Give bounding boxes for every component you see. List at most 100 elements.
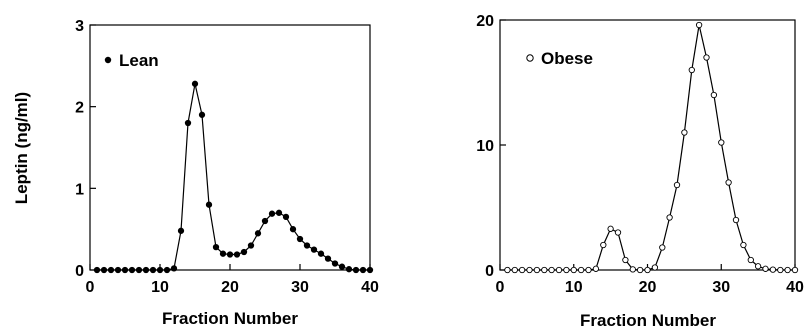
data-point-lean	[317, 250, 325, 257]
data-point-lean	[275, 209, 283, 216]
data-point-obese	[666, 214, 673, 221]
data-point-obese	[710, 91, 718, 99]
data-point-lean	[107, 266, 115, 274]
x-tick-label-obese: 30	[712, 279, 730, 296]
x-tick-label-obese: 10	[565, 279, 583, 296]
data-point-obese	[570, 266, 577, 274]
data-point-lean	[233, 251, 241, 258]
data-point-obese	[762, 265, 769, 272]
x-ticks-obese: 0 10 20 30 40	[496, 264, 804, 296]
data-point-obese	[607, 225, 614, 232]
y-tick-label-lean: 2	[75, 100, 84, 117]
data-point-lean	[163, 266, 171, 274]
data-point-lean	[366, 266, 374, 274]
x-tick-label-obese: 0	[496, 279, 505, 296]
data-point-obese	[703, 54, 710, 61]
data-point-obese	[592, 265, 600, 272]
data-point-lean	[212, 243, 220, 251]
data-point-obese	[754, 263, 762, 270]
data-point-lean	[128, 266, 136, 274]
data-point-lean	[93, 266, 101, 274]
data-point-lean	[261, 217, 269, 225]
data-point-lean	[247, 242, 255, 249]
data-point-lean	[282, 213, 290, 221]
data-point-obese	[511, 266, 518, 274]
series-line-obese	[507, 24, 795, 271]
data-point-obese	[636, 266, 644, 274]
y-tick-label-obese: 10	[476, 138, 494, 155]
series-lean	[93, 80, 374, 274]
x-axis-title-obese: Fraction Number	[580, 311, 716, 330]
panel-lean: 0 1 2 3 0 10 20 30 40 Leptin (ng/ml) Fraction N…	[12, 18, 379, 328]
data-point-obese	[732, 216, 740, 224]
data-point-lean	[324, 255, 332, 262]
data-point-lean	[135, 266, 143, 274]
data-point-obese	[563, 266, 570, 274]
legend-marker-lean	[104, 56, 112, 64]
data-point-obese	[644, 266, 651, 274]
data-point-obese	[740, 241, 747, 249]
y-axis-title-lean: Leptin (ng/ml)	[12, 92, 31, 204]
data-point-obese	[659, 244, 666, 251]
x-tick-label-lean: 0	[86, 279, 95, 296]
y-tick-label-obese: 20	[476, 13, 494, 30]
y-tick-label-lean: 0	[75, 263, 84, 280]
data-point-obese	[777, 266, 784, 274]
data-point-lean	[121, 266, 129, 274]
data-point-lean	[338, 263, 346, 270]
y-tick-label-obese: 0	[485, 263, 494, 280]
data-point-obese	[622, 256, 629, 264]
x-tick-label-obese: 20	[639, 279, 657, 296]
data-point-lean	[254, 230, 262, 237]
x-axis-title-lean: Fraction Number	[162, 309, 298, 328]
data-point-lean	[296, 235, 304, 243]
data-point-lean	[268, 210, 276, 217]
data-point-lean	[359, 266, 367, 274]
data-point-lean	[149, 266, 157, 274]
data-point-lean	[205, 201, 213, 208]
data-point-lean	[219, 250, 227, 257]
y-ticks-obese: 0 10 20	[476, 13, 506, 280]
y-tick-label-lean: 1	[75, 181, 84, 198]
data-point-obese	[791, 266, 799, 274]
data-point-obese	[518, 266, 526, 274]
data-point-obese	[614, 229, 622, 236]
x-tick-label-obese: 40	[786, 279, 804, 296]
data-point-obese	[681, 129, 688, 136]
data-point-obese	[725, 179, 732, 186]
series-line-lean	[97, 83, 370, 271]
data-point-lean	[289, 226, 297, 233]
data-point-obese	[585, 266, 592, 274]
data-point-obese	[548, 266, 555, 274]
data-point-lean	[303, 242, 311, 249]
data-point-obese	[673, 181, 681, 189]
data-point-lean	[100, 266, 108, 274]
data-point-lean	[191, 80, 199, 87]
x-tick-label-lean: 30	[291, 279, 309, 296]
data-point-lean	[184, 119, 192, 127]
data-point-lean	[331, 260, 339, 267]
data-point-lean	[310, 246, 318, 253]
data-point-obese	[747, 256, 754, 264]
data-point-obese	[526, 266, 533, 274]
data-point-lean	[352, 266, 360, 274]
data-point-obese	[629, 266, 636, 273]
data-point-obese	[600, 241, 607, 249]
panel-obese: 0 10 20 0 10 20 30 40 Fraction Number Obese	[476, 13, 804, 330]
legend-label-lean: Lean	[119, 51, 159, 70]
data-point-lean	[156, 266, 164, 274]
y-ticks-lean: 0 1 2 3	[75, 18, 96, 280]
data-point-obese	[577, 266, 585, 274]
legend-marker-obese	[526, 54, 534, 62]
x-tick-label-lean: 10	[151, 279, 169, 296]
data-point-obese	[555, 266, 563, 274]
data-point-lean	[170, 265, 178, 272]
data-point-obese	[688, 66, 695, 74]
data-point-obese	[784, 266, 791, 274]
x-tick-label-lean: 40	[361, 279, 379, 296]
data-point-obese	[504, 266, 511, 274]
data-point-lean	[114, 266, 122, 274]
data-point-lean	[345, 266, 353, 273]
data-point-obese	[541, 266, 548, 274]
